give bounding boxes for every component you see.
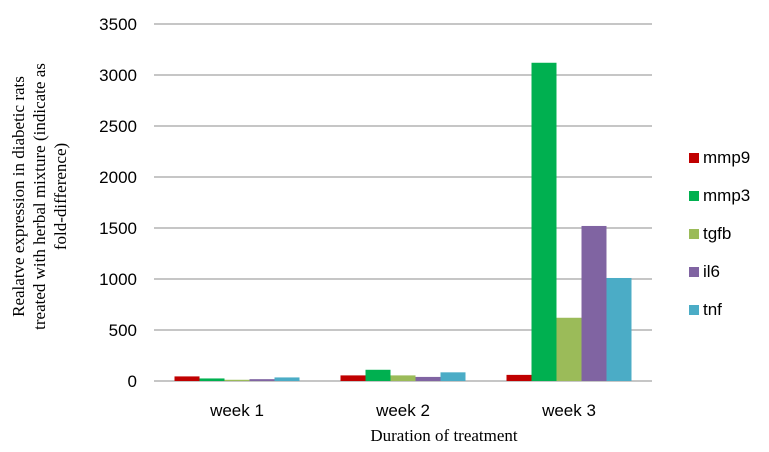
x-tick-label: week 1 — [209, 401, 264, 420]
y-axis-title: Realatve expression in diabetic rats trea… — [9, 63, 70, 330]
y-axis-title-line: treated with herbal mixture (indicate as — [30, 63, 49, 330]
x-tick-label: week 2 — [375, 401, 430, 420]
bar-il6-week-1 — [249, 379, 275, 381]
bar-mmp3-week-3 — [531, 62, 557, 381]
gridlines — [154, 23, 652, 331]
bars — [174, 62, 632, 381]
bar-mmp9-week-2 — [340, 375, 366, 381]
legend-label-il6: il6 — [703, 262, 720, 281]
bar-tnf-week-3 — [606, 277, 632, 381]
legend-swatch-il6 — [689, 267, 699, 277]
bar-mmp3-week-2 — [365, 369, 391, 381]
y-axis-title-line: Realatve expression in diabetic rats — [9, 76, 28, 317]
y-tick-label: 3500 — [99, 15, 137, 34]
legend-swatch-mmp3 — [689, 191, 699, 201]
legend-label-mmp9: mmp9 — [703, 148, 750, 167]
y-axis-title-line: fold-difference) — [51, 143, 70, 250]
y-tick-label: 1500 — [99, 219, 137, 238]
y-tick-label: 0 — [128, 372, 137, 391]
legend-swatch-mmp9 — [689, 153, 699, 163]
bar-mmp9-week-1 — [174, 376, 200, 381]
bar-il6-week-2 — [415, 376, 441, 381]
y-tick-label: 2500 — [99, 117, 137, 136]
y-tick-label: 500 — [109, 321, 137, 340]
x-axis-title: Duration of treatment — [370, 426, 518, 445]
bar-tnf-week-1 — [274, 377, 300, 381]
bar-tnf-week-2 — [440, 372, 466, 381]
bar-tgfb-week-1 — [224, 379, 250, 381]
legend: mmp9 mmp3 tgfb il6 tnf — [689, 148, 750, 319]
bar-il6-week-3 — [581, 225, 607, 381]
y-tick-labels: 0 500 1000 1500 2000 2500 3000 3500 — [99, 15, 137, 391]
legend-swatch-tgfb — [689, 229, 699, 239]
legend-label-mmp3: mmp3 — [703, 186, 750, 205]
y-tick-label: 2000 — [99, 168, 137, 187]
y-tick-label: 3000 — [99, 66, 137, 85]
legend-label-tnf: tnf — [703, 300, 722, 319]
bar-tgfb-week-2 — [390, 375, 416, 381]
bar-tgfb-week-3 — [556, 317, 582, 381]
y-tick-label: 1000 — [99, 270, 137, 289]
x-tick-label: week 3 — [541, 401, 596, 420]
legend-swatch-tnf — [689, 305, 699, 315]
bar-mmp3-week-1 — [199, 378, 225, 381]
legend-label-tgfb: tgfb — [703, 224, 731, 243]
x-tick-labels: week 1 week 2 week 3 — [209, 401, 596, 420]
bar-mmp9-week-3 — [506, 374, 532, 381]
